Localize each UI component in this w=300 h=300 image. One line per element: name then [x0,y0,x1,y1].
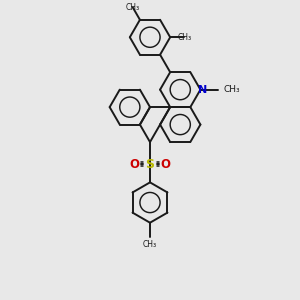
Text: O: O [161,158,171,171]
Text: CH₃: CH₃ [177,33,191,42]
Text: CH₃: CH₃ [126,3,140,12]
Text: N: N [198,85,207,94]
Text: CH₃: CH₃ [224,85,241,94]
Text: S: S [146,158,154,171]
Text: O: O [129,158,139,171]
Text: CH₃: CH₃ [143,240,157,249]
